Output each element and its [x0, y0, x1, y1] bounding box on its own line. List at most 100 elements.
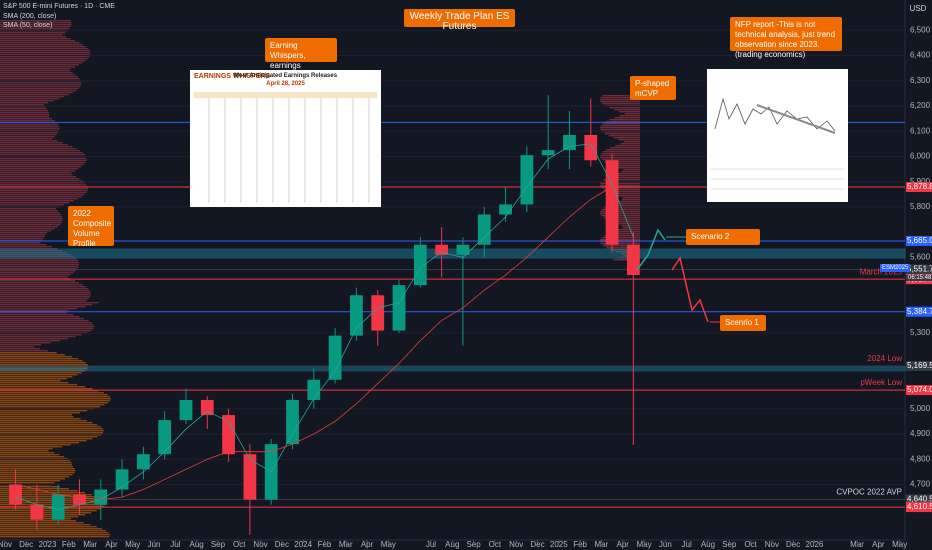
volume-profile-bar: [0, 304, 93, 306]
x-tick-label: Jun: [148, 540, 161, 549]
volume-profile-bar: [0, 290, 90, 292]
volume-profile-bar: [0, 28, 70, 30]
volume-profile-bar: [0, 98, 60, 100]
volume-profile-bar: [0, 162, 86, 164]
volume-profile-bar: [0, 106, 46, 108]
mcvp-bar: [600, 99, 640, 101]
mcvp-bar: [601, 243, 640, 245]
volume-profile-bar: [0, 178, 80, 180]
candle-body: [435, 244, 449, 255]
volume-profile-bar: [0, 508, 101, 510]
mcvp-bar: [604, 161, 640, 163]
candle-body: [605, 160, 619, 245]
volume-profile-bar: [0, 88, 79, 90]
volume-profile-bar: [0, 288, 89, 290]
mcvp-bar: [600, 127, 640, 129]
volume-profile-bar: [0, 524, 91, 526]
volume-profile-bar: [0, 242, 41, 244]
candle-body: [413, 244, 427, 286]
volume-profile-bar: [0, 494, 92, 496]
mcvp-bar: [605, 121, 640, 123]
volume-profile-bar: [0, 116, 50, 118]
volume-profile-bar: [0, 326, 95, 328]
volume-profile-bar: [0, 510, 97, 512]
volume-profile-bar: [0, 320, 89, 322]
volume-profile-bar: [0, 60, 86, 62]
volume-profile-bar: [0, 388, 93, 390]
x-tick-label: Aug: [701, 540, 715, 549]
sma200-legend: SMA (200, close): [3, 13, 57, 20]
x-tick-label: Apr: [361, 540, 374, 549]
x-tick-label: May: [636, 540, 651, 549]
volume-profile-bar: [0, 52, 91, 54]
scenario-1-note: Scenrio 1: [720, 315, 766, 331]
volume-profile-bar: [0, 432, 104, 434]
mcvp-bar: [609, 119, 640, 121]
volume-profile-bar: [0, 490, 78, 492]
volume-profile-bar: [0, 126, 60, 128]
volume-profile-bar: [0, 202, 70, 204]
mcvp-bar: [602, 95, 640, 97]
currency: USD: [910, 4, 927, 13]
volume-profile-bar: [0, 172, 72, 174]
mcvp-bar: [604, 189, 640, 191]
volume-profile-bar: [0, 446, 62, 448]
price-box: [906, 385, 932, 396]
y-tick-label: 6,200: [910, 101, 931, 110]
y-tick-label: 5,300: [910, 328, 931, 337]
volume-profile-bar: [0, 214, 62, 216]
mcvp-bar: [600, 185, 640, 187]
candle-body: [520, 155, 534, 205]
price-box-label: 4,640.50: [907, 495, 932, 504]
volume-profile-bar: [0, 400, 111, 402]
volume-profile-bar: [0, 212, 60, 214]
mcvp-bar: [617, 167, 640, 169]
volume-profile-bar: [0, 286, 86, 288]
volume-profile-bar: [0, 528, 102, 530]
volume-profile-bar: [0, 298, 89, 300]
price-box-label: 5,384.75: [907, 307, 932, 316]
volume-profile-bar: [0, 522, 84, 524]
mcvp-bar: [603, 217, 640, 219]
price-box-label: 5,665.00: [907, 236, 932, 245]
volume-profile-bar: [0, 300, 87, 302]
level-note: CVPOC 2022 AVP: [836, 488, 902, 497]
volume-profile-bar: [0, 58, 88, 60]
x-tick-label: Sep: [211, 540, 226, 549]
volume-profile-bar: [0, 194, 85, 196]
volume-profile-bar: [0, 532, 109, 534]
volume-profile-bar: [0, 468, 75, 470]
mcvp-bar: [602, 103, 640, 105]
volume-profile-bar: [0, 138, 53, 140]
profile-note: 2022 Composite Volume Profile: [68, 206, 114, 248]
price-box: [906, 361, 932, 372]
volume-profile-bar: [0, 72, 73, 74]
image-date: April 28, 2025: [266, 81, 305, 87]
volume-profile-bar: [0, 328, 94, 330]
mcvp-bar: [606, 177, 640, 179]
x-tick-label: Feb: [318, 540, 332, 549]
x-tick-label: May: [892, 540, 907, 549]
volume-profile-bar: [0, 220, 63, 222]
x-tick-label: Oct: [744, 540, 757, 549]
volume-profile-bar: [0, 40, 76, 42]
volume-profile-bar: [0, 316, 80, 318]
volume-profile-bar: [0, 258, 77, 260]
mcvp-bar: [604, 235, 640, 237]
candle-body: [179, 399, 193, 421]
x-tick-label: Nov: [509, 540, 523, 549]
volume-profile-bar: [0, 368, 88, 370]
x-tick-label: Mar: [850, 540, 864, 549]
volume-profile-bar: [0, 132, 58, 134]
mcvp-bar: [612, 259, 640, 261]
zone: [0, 366, 906, 372]
volume-profile-bar: [0, 84, 82, 86]
mcvp-bar: [609, 107, 640, 109]
volume-profile-bar: [0, 470, 76, 472]
mcvp-bar: [620, 143, 640, 145]
volume-profile-bar: [0, 78, 80, 80]
volume-profile-bar: [0, 406, 100, 408]
volume-profile-bar: [0, 520, 77, 522]
candle-body: [499, 204, 512, 215]
volume-profile-bar: [0, 150, 81, 152]
